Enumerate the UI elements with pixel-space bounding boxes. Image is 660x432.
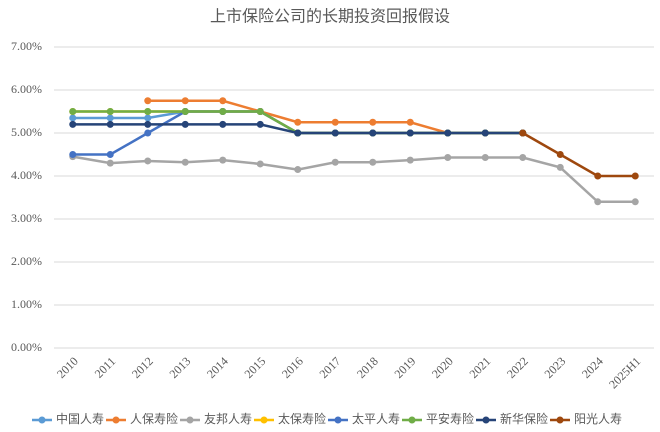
data-point (331, 118, 339, 126)
series-line (147, 99, 523, 135)
data-point (144, 114, 152, 122)
legend-marker (260, 416, 268, 424)
data-point (406, 129, 414, 137)
legend-label: 太平人寿 (352, 411, 400, 426)
data-point (181, 97, 189, 105)
data-point (144, 129, 152, 137)
data-point (181, 120, 189, 128)
legend-marker (408, 416, 416, 424)
data-point (144, 108, 152, 115)
data-point (144, 157, 152, 165)
data-point (294, 129, 302, 137)
data-point (144, 97, 152, 105)
data-point (444, 129, 452, 137)
x-tick-label: 2010 (54, 354, 81, 381)
data-point (219, 97, 227, 105)
y-tick-label: 6.00% (11, 82, 42, 96)
data-point (106, 120, 114, 128)
data-point (369, 129, 377, 137)
data-point (631, 198, 639, 206)
legend-label: 平安寿险 (426, 411, 474, 426)
x-tick-label: 2018 (354, 354, 381, 381)
data-point (106, 159, 114, 167)
data-point (69, 114, 77, 122)
data-point (144, 120, 152, 128)
y-tick-label: 3.00% (11, 211, 42, 225)
legend-label: 人保寿险 (130, 411, 178, 426)
x-tick-label: 2016 (279, 354, 306, 381)
data-point (256, 120, 264, 128)
data-point (406, 156, 414, 164)
legend-marker (334, 416, 342, 424)
legend-label: 新华保险 (500, 411, 548, 426)
series-line (522, 131, 636, 178)
data-point (219, 156, 227, 164)
data-point (594, 172, 602, 180)
data-point (294, 166, 302, 174)
x-tick-label: 2021 (466, 354, 493, 381)
data-point (369, 118, 377, 126)
x-tick-label: 2020 (429, 354, 456, 381)
legend-marker (186, 416, 194, 424)
x-tick-label: 2023 (541, 354, 568, 381)
y-tick-label: 5.00% (11, 125, 42, 139)
legend-label: 阳光人寿 (574, 412, 622, 426)
x-tick-label: 2022 (504, 354, 531, 381)
legend-marker (112, 416, 120, 424)
data-point (69, 151, 77, 158)
data-point (69, 108, 77, 115)
legend-label: 中国人寿 (56, 411, 104, 426)
legend-label: 太保寿险 (278, 411, 326, 426)
y-tick-label: 7.00% (11, 39, 42, 53)
data-point (369, 158, 377, 166)
data-point (594, 198, 602, 206)
data-point (519, 154, 527, 162)
data-point (106, 108, 114, 115)
y-tick-label: 4.00% (11, 168, 42, 182)
data-point (181, 158, 189, 166)
y-tick-label: 0.00% (11, 340, 42, 354)
data-point (444, 154, 452, 162)
data-point (219, 120, 227, 128)
data-point (519, 129, 527, 137)
data-point (294, 118, 302, 126)
data-point (256, 108, 264, 115)
legend-marker (38, 416, 46, 424)
chart-title: 上市保险公司的长期投资回报假设 (210, 8, 450, 26)
y-tick-label: 1.00% (11, 297, 42, 311)
data-point (631, 172, 639, 180)
data-point (219, 108, 227, 115)
data-point (481, 129, 489, 137)
legend-marker (482, 416, 490, 424)
data-point (181, 108, 189, 115)
data-point (556, 163, 564, 171)
data-point (256, 160, 264, 168)
data-point (69, 120, 77, 128)
x-tick-label: 2017 (316, 354, 343, 381)
series-line (72, 155, 636, 204)
data-point (331, 158, 339, 166)
x-tick-label: 2014 (204, 354, 231, 381)
x-tick-label: 2024 (579, 354, 606, 381)
x-tick-label: 2025H1 (606, 354, 643, 391)
x-tick-label: 2013 (166, 354, 193, 381)
data-point (481, 154, 489, 162)
x-tick-label: 2011 (92, 354, 119, 381)
x-tick-label: 2012 (129, 354, 156, 381)
legend-label: 友邦人寿 (204, 412, 252, 426)
x-tick-label: 2019 (391, 354, 418, 381)
data-point (556, 151, 564, 158)
data-point (331, 129, 339, 137)
x-tick-label: 2015 (241, 354, 268, 381)
data-point (106, 114, 114, 122)
y-tick-label: 2.00% (11, 254, 42, 268)
legend-marker (556, 416, 564, 424)
data-point (406, 118, 414, 126)
data-point (106, 151, 114, 158)
